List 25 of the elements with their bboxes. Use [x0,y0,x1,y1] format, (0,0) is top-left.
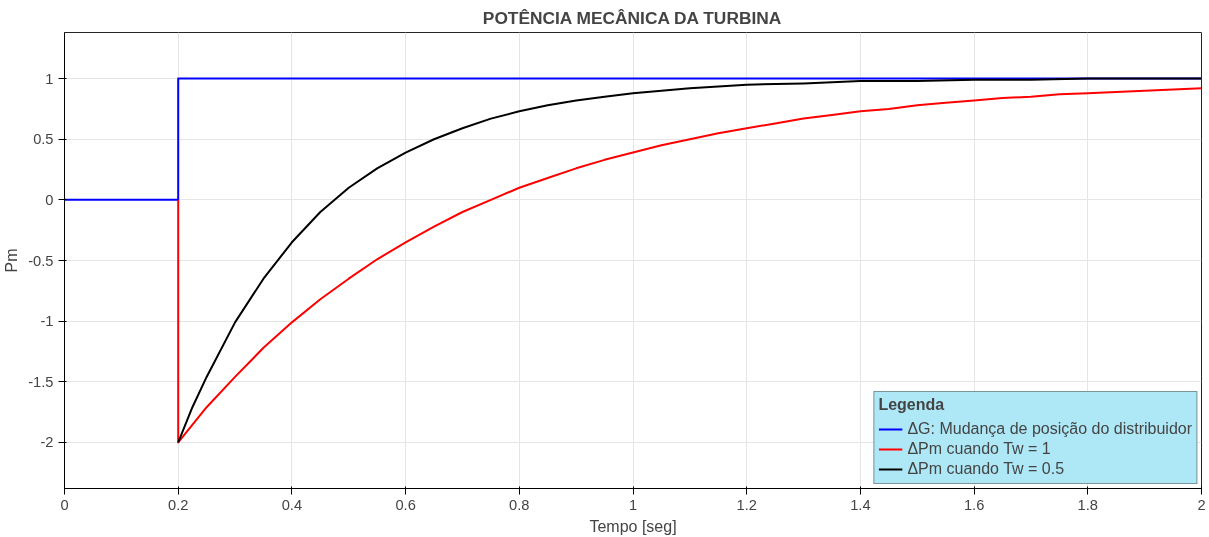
legend-label: ΔG: Mudança de posição do distribuidor [907,420,1192,438]
y-tick-label: 0 [45,191,54,208]
x-tick-label: 1.8 [1077,496,1098,513]
x-tick-label: 0.8 [509,496,530,513]
legend-title: Legenda [878,396,946,414]
x-tick-label: 0 [60,496,69,513]
x-tick-label: 0.2 [168,496,189,513]
x-tick-label: 1.4 [850,496,871,513]
x-tick-label: 1.6 [963,496,985,513]
legend-label: ΔPm cuando Tw = 0.5 [907,460,1065,478]
x-tick-label: 1.2 [736,496,757,513]
chart-title: POTÊNCIA MECÂNICA DA TURBINA [482,7,782,28]
x-tick-label: 2 [1197,496,1206,513]
x-tick-label: 0.4 [281,496,303,513]
x-tick-label: 1 [628,496,638,513]
y-tick-label: -2 [40,434,54,451]
y-tick-label: 0.5 [33,131,54,148]
y-tick-label: -0.5 [28,252,54,269]
y-tick-label: -1 [40,313,54,330]
x-tick-label: 0.6 [395,496,416,513]
y-tick-label: -1.5 [28,373,54,390]
legend-label: ΔPm cuando Tw = 1 [907,440,1051,458]
y-axis-title: Pm [3,248,21,273]
y-tick-label: 1 [45,70,54,87]
x-axis-title: Tempo [seg] [589,517,677,535]
